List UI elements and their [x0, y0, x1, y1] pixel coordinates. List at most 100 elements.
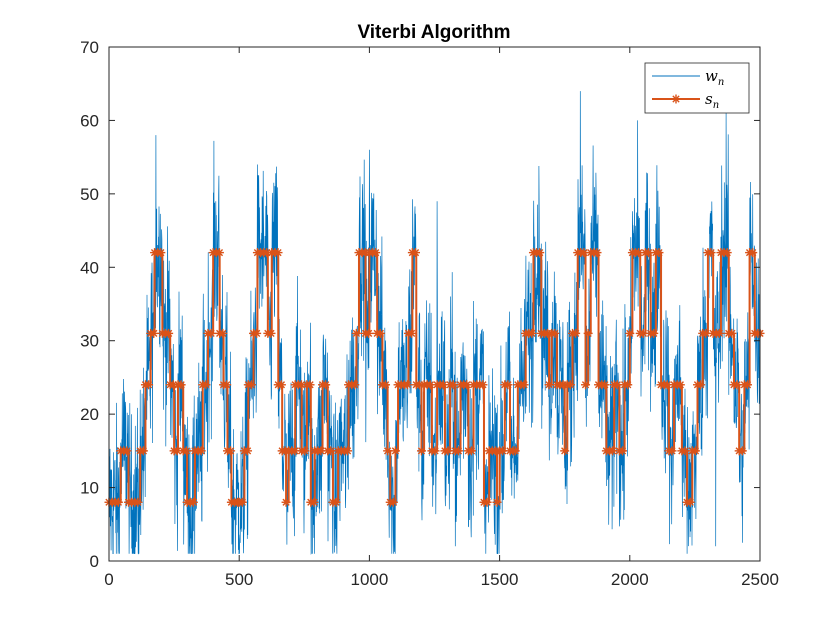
sn-marker: [196, 446, 206, 456]
sn-marker: [222, 380, 232, 390]
legend-label-sn: sn: [705, 90, 719, 111]
sn-marker: [181, 446, 191, 456]
sn-marker: [685, 497, 695, 507]
sn-marker: [453, 446, 463, 456]
sn-marker: [237, 497, 247, 507]
series-sn: [104, 248, 765, 507]
sn-marker: [149, 328, 159, 338]
sn-marker: [281, 497, 291, 507]
x-tick-label: 500: [225, 570, 253, 589]
plot-area: [109, 47, 760, 561]
sn-marker: [583, 328, 593, 338]
sn-marker: [618, 446, 628, 456]
sn-marker: [519, 380, 529, 390]
sn-marker: [243, 446, 253, 456]
sn-marker: [748, 248, 758, 258]
sn-marker: [375, 328, 385, 338]
series-wn: [108, 91, 761, 555]
sn-marker: [214, 248, 224, 258]
sn-marker: [343, 446, 353, 456]
sn-marker: [565, 380, 575, 390]
y-tick-label: 70: [80, 38, 99, 57]
sn-marker: [133, 497, 143, 507]
sn-marker: [527, 328, 537, 338]
sn-marker: [246, 380, 256, 390]
sn-marker: [138, 446, 148, 456]
sn-marker: [714, 328, 724, 338]
sn-marker: [305, 380, 315, 390]
sn-marker: [625, 328, 635, 338]
legend-asterisk: [671, 94, 681, 104]
sn-marker: [592, 248, 602, 258]
sn-marker: [309, 497, 319, 507]
sn-marker: [206, 328, 216, 338]
legend-label-sn-base: s: [705, 90, 713, 108]
sn-marker: [331, 497, 341, 507]
sn-marker: [164, 328, 174, 338]
wn-line: [108, 91, 761, 555]
y-tick-label: 40: [80, 258, 99, 277]
x-tick-label: 0: [104, 570, 113, 589]
sn-marker: [425, 380, 435, 390]
sn-marker: [667, 446, 677, 456]
sn-marker: [623, 380, 633, 390]
sn-marker: [276, 380, 286, 390]
legend: wn sn: [644, 62, 750, 114]
sn-marker: [478, 380, 488, 390]
x-tick-label: 1500: [481, 570, 519, 589]
sn-marker: [226, 446, 236, 456]
sn-marker: [571, 328, 581, 338]
sn-marker: [696, 380, 706, 390]
legend-label-sn-sub: n: [713, 100, 719, 111]
axes-box: [108, 46, 761, 562]
sn-marker: [410, 248, 420, 258]
axis-ticks: 0 500 1000 1500 2000 2500 0 10 20 30 40 50 60 70: [80, 38, 779, 589]
sn-marker: [407, 328, 417, 338]
legend-marker-sn: [671, 94, 681, 104]
sn-marker: [550, 328, 560, 338]
sn-marker: [144, 380, 154, 390]
y-tick-label: 30: [80, 332, 99, 351]
sn-marker: [273, 248, 283, 258]
sn-marker: [503, 380, 513, 390]
sn-marker: [371, 248, 381, 258]
sn-marker: [300, 446, 310, 456]
x-tick-label: 2000: [611, 570, 649, 589]
sn-marker: [416, 446, 426, 456]
x-tick-label: 2500: [741, 570, 779, 589]
y-tick-label: 0: [90, 552, 99, 571]
sn-marker: [510, 446, 520, 456]
legend-label-wn-base: w: [705, 67, 718, 85]
sn-marker: [122, 446, 132, 456]
sn-marker: [201, 380, 211, 390]
y-tick-label: 10: [80, 479, 99, 498]
sn-marker: [188, 497, 198, 507]
y-tick-label: 20: [80, 405, 99, 424]
sn-marker: [608, 446, 618, 456]
sn-marker: [388, 497, 398, 507]
sn-marker: [649, 328, 659, 338]
sn-marker: [218, 328, 228, 338]
sn-marker: [727, 328, 737, 338]
sn-marker: [156, 248, 166, 258]
y-tick-label: 50: [80, 185, 99, 204]
sn-marker: [706, 248, 716, 258]
sn-marker: [482, 497, 492, 507]
sn-marker: [321, 380, 331, 390]
sn-marker: [492, 497, 502, 507]
sn-marker: [252, 328, 262, 338]
sn-marker: [176, 380, 186, 390]
sn-marker: [560, 446, 570, 456]
sn-marker: [443, 446, 453, 456]
sn-marker: [430, 446, 440, 456]
y-tick-label: 60: [80, 111, 99, 130]
sn-marker: [466, 446, 476, 456]
sn-marker: [390, 446, 400, 456]
chart-title: Viterbi Algorithm: [357, 22, 510, 43]
sn-marker: [743, 380, 753, 390]
sn-marker: [722, 248, 732, 258]
legend-label-wn-sub: n: [718, 77, 724, 88]
sn-marker: [690, 446, 700, 456]
sn-marker: [364, 328, 374, 338]
sn-marker: [581, 380, 591, 390]
